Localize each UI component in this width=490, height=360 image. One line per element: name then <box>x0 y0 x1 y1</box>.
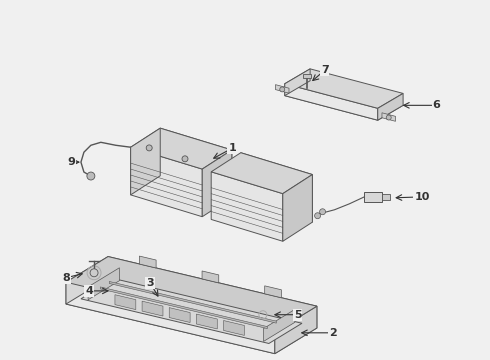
Text: 2: 2 <box>329 328 336 338</box>
Polygon shape <box>382 113 395 121</box>
Polygon shape <box>196 314 217 329</box>
Polygon shape <box>131 128 232 169</box>
Text: 8: 8 <box>62 273 70 283</box>
Polygon shape <box>241 153 312 222</box>
Polygon shape <box>285 69 310 96</box>
Text: 5: 5 <box>294 310 301 320</box>
Text: 4: 4 <box>85 286 93 296</box>
Polygon shape <box>66 257 108 304</box>
Polygon shape <box>211 172 283 241</box>
Text: 6: 6 <box>433 100 441 110</box>
Polygon shape <box>109 282 276 323</box>
Polygon shape <box>202 150 232 217</box>
Polygon shape <box>131 147 202 217</box>
Bar <box>303 74 311 78</box>
Circle shape <box>315 213 320 219</box>
Bar <box>382 194 390 200</box>
Circle shape <box>182 156 188 162</box>
Polygon shape <box>265 286 281 298</box>
Circle shape <box>319 209 325 215</box>
Polygon shape <box>223 320 245 336</box>
Polygon shape <box>139 256 156 268</box>
Polygon shape <box>66 257 317 332</box>
Text: 9: 9 <box>67 157 75 167</box>
Polygon shape <box>275 85 289 93</box>
Circle shape <box>146 145 152 151</box>
Polygon shape <box>378 94 403 120</box>
Polygon shape <box>283 175 312 241</box>
Polygon shape <box>285 84 378 120</box>
Text: 3: 3 <box>146 278 154 288</box>
Polygon shape <box>275 306 317 354</box>
Polygon shape <box>285 81 403 120</box>
Polygon shape <box>264 310 295 341</box>
Polygon shape <box>100 287 268 329</box>
Polygon shape <box>202 271 219 283</box>
Polygon shape <box>131 128 160 195</box>
Polygon shape <box>108 257 317 328</box>
Polygon shape <box>160 128 232 198</box>
Bar <box>365 192 382 202</box>
Polygon shape <box>81 279 302 343</box>
Polygon shape <box>66 278 317 354</box>
Text: 7: 7 <box>321 65 328 75</box>
Polygon shape <box>115 295 136 310</box>
Text: 1: 1 <box>228 143 236 153</box>
Circle shape <box>386 115 391 120</box>
Circle shape <box>90 269 98 277</box>
Circle shape <box>280 87 285 92</box>
Text: 10: 10 <box>415 192 430 202</box>
Circle shape <box>87 172 95 180</box>
Polygon shape <box>88 268 120 300</box>
Polygon shape <box>142 301 163 316</box>
Polygon shape <box>66 282 275 354</box>
Polygon shape <box>211 153 312 194</box>
Polygon shape <box>285 69 403 108</box>
Polygon shape <box>169 307 190 323</box>
